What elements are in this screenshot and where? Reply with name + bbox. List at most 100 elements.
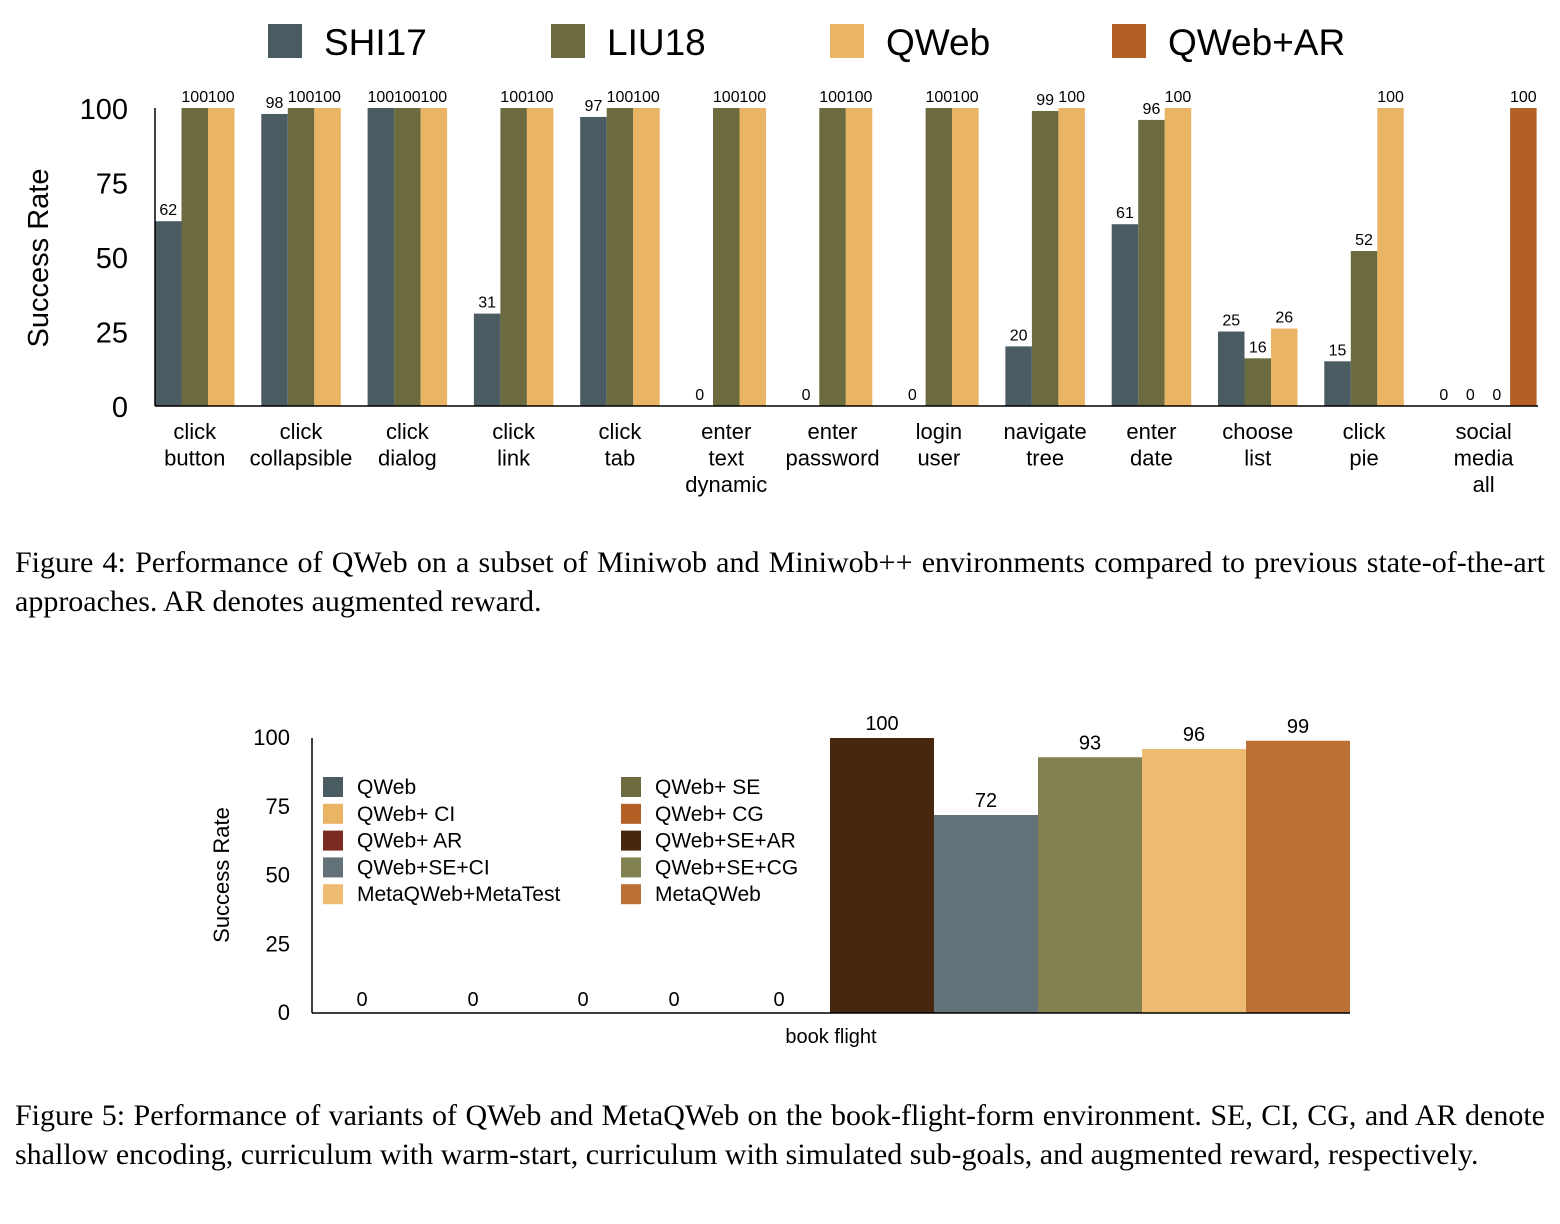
bar-value-label: 100 bbox=[1510, 89, 1537, 106]
bar-liu18 bbox=[925, 108, 953, 406]
x-tick-label: navigate tree bbox=[1004, 419, 1087, 471]
x-tick-label: enter date bbox=[1126, 419, 1176, 471]
x-tick-label: click dialog bbox=[378, 419, 437, 471]
legend-label: QWeb+ SE bbox=[655, 776, 760, 799]
figure-5-y-axis-label: Success Rate bbox=[209, 807, 234, 943]
legend-swatch bbox=[621, 857, 641, 878]
legend-label: QWeb+ CI bbox=[357, 803, 455, 826]
bar-qweb bbox=[739, 108, 766, 406]
legend-label: QWeb+ AR bbox=[357, 830, 462, 853]
x-tick-label-line: click bbox=[599, 419, 643, 444]
bar-qweb-ar bbox=[1510, 108, 1537, 406]
bar-value-label: 0 bbox=[1439, 387, 1448, 404]
bar-shi17 bbox=[367, 108, 395, 406]
bar-qweb-se-ci bbox=[934, 815, 1038, 1013]
figure-5-bars bbox=[830, 738, 1350, 1013]
bar-qweb bbox=[952, 108, 979, 406]
bar-metaqweb-metatest bbox=[1142, 749, 1246, 1013]
bar-value-label: 31 bbox=[478, 295, 496, 312]
x-tick-label-line: tree bbox=[1026, 446, 1064, 471]
bar-qweb bbox=[208, 108, 235, 406]
figure-4-y-axis-label: Success Rate bbox=[23, 169, 55, 348]
bar-value-label: 0 bbox=[356, 989, 367, 1011]
bar-value-label: 0 bbox=[668, 989, 679, 1011]
y-tick-label: 50 bbox=[266, 863, 290, 888]
bar-value-label: 25 bbox=[1222, 313, 1240, 330]
figure-4-legend: SHI17 LIU18 QWeb QWeb+AR bbox=[268, 22, 1345, 63]
x-tick-label-line: click bbox=[1343, 419, 1387, 444]
bar-value-label: 100 bbox=[633, 89, 660, 106]
figure-4-chart: SHI17 LIU18 QWeb QWeb+AR Success Rate 0 25 50… bbox=[23, 22, 1538, 497]
bar-value-label: 100 bbox=[607, 89, 634, 106]
bar-qweb bbox=[1271, 328, 1298, 406]
legend-swatch bbox=[323, 857, 343, 878]
x-tick-label-line: enter bbox=[701, 419, 751, 444]
bar-value-label: 98 bbox=[266, 95, 284, 112]
bar-value-label: 100 bbox=[925, 89, 952, 106]
y-tick-label: 0 bbox=[278, 1000, 290, 1025]
bar-value-label: 97 bbox=[585, 98, 603, 115]
bar-shi17 bbox=[580, 116, 607, 406]
bar-qweb-se-ar bbox=[830, 738, 934, 1013]
bar-value-label: 100 bbox=[314, 89, 341, 106]
legend-label: MetaQWeb bbox=[655, 883, 761, 906]
figure-4-bars bbox=[155, 108, 1537, 407]
y-tick-label: 25 bbox=[96, 318, 128, 350]
x-tick-label-line: dynamic bbox=[685, 472, 767, 497]
y-tick-label: 75 bbox=[266, 794, 290, 819]
x-tick-label-line: all bbox=[1473, 472, 1495, 497]
x-tick-label: choose list bbox=[1222, 419, 1293, 471]
y-tick-label: 0 bbox=[112, 392, 128, 424]
bar-liu18 bbox=[500, 108, 527, 406]
x-tick-label: click button bbox=[164, 419, 225, 471]
bar-qweb bbox=[526, 108, 554, 406]
bar-value-label: 20 bbox=[1010, 327, 1028, 344]
bar-value-label: 100 bbox=[846, 89, 873, 106]
bar-value-label: 99 bbox=[1287, 716, 1309, 738]
bar-value-label: 0 bbox=[802, 387, 811, 404]
legend-label: QWeb+SE+CI bbox=[357, 856, 490, 879]
bar-value-label: 0 bbox=[1492, 387, 1501, 404]
bar-qweb bbox=[314, 108, 341, 406]
figure-5-value-labels: 0 0 0 0 0 100 72 93 96 99 bbox=[356, 713, 1309, 1011]
bar-shi17 bbox=[1218, 331, 1245, 406]
bar-shi17 bbox=[1111, 224, 1139, 406]
bar-value-label: 100 bbox=[819, 89, 846, 106]
bar-shi17 bbox=[1005, 346, 1032, 406]
bar-value-label: 100 bbox=[1058, 89, 1085, 106]
x-tick-label-line: login bbox=[916, 419, 962, 444]
x-tick-label-line: date bbox=[1130, 446, 1173, 471]
bar-value-label: 72 bbox=[975, 790, 997, 812]
legend-label: QWeb+SE+AR bbox=[655, 830, 796, 853]
bar-value-label: 100 bbox=[500, 89, 527, 106]
x-tick-label-line: media bbox=[1454, 446, 1515, 471]
bar-value-label: 100 bbox=[288, 89, 315, 106]
bar-value-label: 93 bbox=[1079, 732, 1101, 754]
legend-swatch-liu18 bbox=[551, 24, 585, 58]
bar-value-label: 61 bbox=[1116, 205, 1134, 222]
bar-liu18 bbox=[606, 108, 634, 406]
bar-liu18 bbox=[1244, 358, 1271, 406]
bar-value-label: 0 bbox=[577, 989, 588, 1011]
legend-swatch bbox=[323, 777, 343, 797]
bar-value-label: 0 bbox=[1466, 387, 1475, 404]
x-tick-label-line: pie bbox=[1349, 446, 1378, 471]
legend-swatch bbox=[621, 803, 641, 824]
bar-qweb bbox=[633, 108, 660, 406]
bar-value-label: 96 bbox=[1183, 724, 1205, 746]
x-tick-label-line: enter bbox=[1126, 419, 1176, 444]
x-tick-label: enter password bbox=[785, 419, 879, 471]
legend-label: QWeb+SE+CG bbox=[655, 856, 798, 879]
x-tick-label: click pie bbox=[1343, 419, 1387, 471]
bar-qweb bbox=[420, 108, 448, 406]
legend-swatch bbox=[621, 777, 641, 797]
y-tick-label: 100 bbox=[253, 725, 290, 750]
bar-liu18 bbox=[819, 108, 846, 406]
bar-value-label: 52 bbox=[1355, 232, 1373, 249]
x-tick-label: click tab bbox=[599, 419, 643, 471]
figure-5-caption: Figure 5: Performance of variants of QWe… bbox=[15, 1099, 1545, 1171]
bar-value-label: 100 bbox=[394, 89, 421, 106]
bar-value-label: 15 bbox=[1329, 342, 1347, 359]
x-tick-label-line: navigate bbox=[1004, 419, 1087, 444]
legend-swatch bbox=[323, 803, 343, 824]
